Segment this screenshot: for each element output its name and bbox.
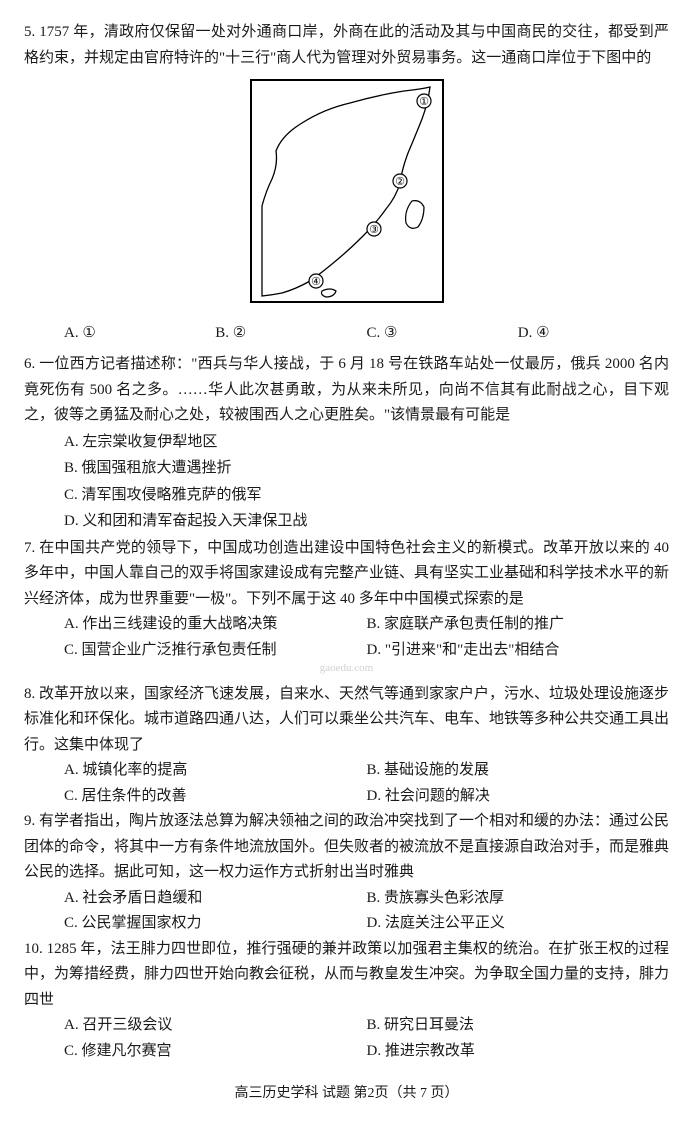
q5-choices: A. ① B. ② C. ③ D. ④ [64,321,669,347]
svg-text:③: ③ [369,224,379,236]
q8-choice-a: A. 城镇化率的提高 [64,758,367,784]
q6-text: 6. 一位西方记者描述称："西兵与华人接战，于 6 月 18 号在铁路车站处一仗… [24,352,669,429]
q8-choice-b: B. 基础设施的发展 [367,758,670,784]
q10-choice-d: D. 推进宗教改革 [367,1039,670,1065]
q6-choice-d: D. 义和团和清军奋起投入天津保卫战 [64,509,669,535]
q10-choice-a: A. 召开三级会议 [64,1013,367,1039]
q7-choice-b: B. 家庭联产承包责任制的推广 [367,612,670,638]
q8-choices: A. 城镇化率的提高 B. 基础设施的发展 C. 居住条件的改善 D. 社会问题… [64,758,669,809]
q9-choice-b: B. 贵族寡头色彩浓厚 [367,886,670,912]
q5-choice-a: A. ① [64,321,215,347]
q5-choice-d: D. ④ [518,321,669,347]
q8-choice-c: C. 居住条件的改善 [64,784,367,810]
q10-text: 10. 1285 年，法王腓力四世即位，推行强硬的兼并政策以加强君主集权的统治。… [24,937,669,1014]
svg-text:②: ② [395,176,405,188]
q5-map: ① ② ③ ④ [24,79,669,313]
q5-text: 5. 1757 年，清政府仅保留一处对外通商口岸，外商在此的活动及其与中国商民的… [24,20,669,71]
q8-text: 8. 改革开放以来，国家经济飞速发展，自来水、天然气等通到家家户户，污水、垃圾处… [24,682,669,759]
q7-choice-a: A. 作出三线建设的重大战略决策 [64,612,367,638]
svg-text:①: ① [419,96,429,108]
q10-choice-b: B. 研究日耳曼法 [367,1013,670,1039]
q7-text: 7. 在中国共产党的领导下，中国成功创造出建设中国特色社会主义的新模式。改革开放… [24,536,669,613]
q10-choice-c: C. 修建凡尔赛宫 [64,1039,367,1065]
q6-choice-a: A. 左宗棠收复伊犁地区 [64,430,669,456]
q9-choice-a: A. 社会矛盾日趋缓和 [64,886,367,912]
q6-choice-c: C. 清军围攻侵略雅克萨的俄军 [64,483,669,509]
q6-choice-b: B. 俄国强租旅大遭遇挫折 [64,456,669,482]
svg-text:④: ④ [311,276,321,288]
q7-choices: A. 作出三线建设的重大战略决策 B. 家庭联产承包责任制的推广 C. 国营企业… [64,612,669,663]
q9-choices: A. 社会矛盾日趋缓和 B. 贵族寡头色彩浓厚 C. 公民掌握国家权力 D. 法… [64,886,669,937]
q8-choice-d: D. 社会问题的解决 [367,784,670,810]
q6-choices: A. 左宗棠收复伊犁地区 B. 俄国强租旅大遭遇挫折 C. 清军围攻侵略雅克萨的… [64,430,669,535]
china-coast-map: ① ② ③ ④ [250,79,444,303]
page-footer: 高三历史学科 试题 第2页（共 7 页） [24,1082,669,1106]
watermark: gaoedu.com [24,659,669,678]
q10-choices: A. 召开三级会议 B. 研究日耳曼法 C. 修建凡尔赛宫 D. 推进宗教改革 [64,1013,669,1064]
q5-choice-c: C. ③ [367,321,518,347]
q5-choice-b: B. ② [215,321,366,347]
q9-text: 9. 有学者指出，陶片放逐法总算为解决领袖之间的政治冲突找到了一个相对和缓的办法… [24,809,669,886]
